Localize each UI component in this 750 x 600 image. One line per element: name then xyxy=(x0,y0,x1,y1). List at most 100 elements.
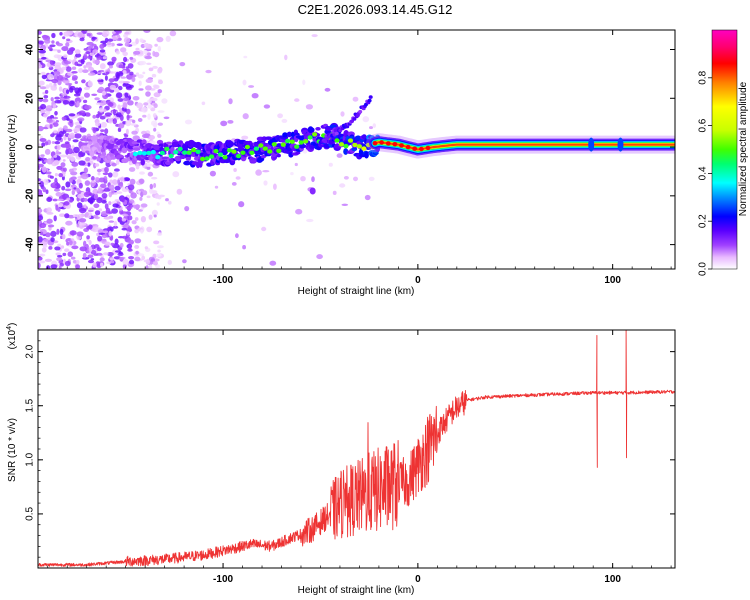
tone-peak xyxy=(399,143,404,148)
tone-band-layer xyxy=(373,141,675,151)
noise-speck xyxy=(108,117,113,124)
noise-speck xyxy=(44,148,51,155)
noise-speck xyxy=(70,256,76,260)
noise-speck xyxy=(80,58,85,65)
noise-speck xyxy=(38,125,44,132)
noise-speck xyxy=(110,188,115,195)
noise-speck xyxy=(46,62,51,67)
noise-speck xyxy=(51,78,59,84)
noise-speck xyxy=(67,156,72,159)
noise-speck xyxy=(163,116,170,120)
noise-speck xyxy=(311,34,318,38)
noise-speck xyxy=(60,162,66,168)
spectrogram-branch-track xyxy=(309,95,373,195)
noise-speck xyxy=(152,261,158,266)
noise-speck xyxy=(128,244,132,252)
noise-speck xyxy=(79,246,87,252)
colorbar-label: Normalized spectral amplitude xyxy=(738,81,749,216)
noise-speck xyxy=(305,104,313,110)
track-blob xyxy=(110,156,117,160)
noise-speck xyxy=(41,56,47,60)
noise-speck xyxy=(63,95,71,99)
noise-speck xyxy=(101,90,107,96)
noise-speck xyxy=(124,42,130,47)
snr-xlabel: Height of straight line (km) xyxy=(298,585,415,596)
noise-speck xyxy=(96,32,104,35)
noise-speck xyxy=(263,180,268,186)
track-peak xyxy=(338,142,345,147)
noise-speck xyxy=(102,230,109,233)
noise-speck xyxy=(42,244,48,248)
noise-speck xyxy=(86,112,91,117)
track-peak xyxy=(285,138,291,144)
noise-speck xyxy=(76,187,80,193)
noise-speck xyxy=(139,196,143,201)
track-blob xyxy=(121,147,128,154)
noise-speck xyxy=(86,41,94,46)
noise-speck xyxy=(115,159,120,165)
spectrogram-ytick-label: 20 xyxy=(25,92,36,104)
noise-speck xyxy=(57,54,61,59)
noise-speck xyxy=(38,215,44,221)
noise-speck xyxy=(118,64,124,69)
noise-speck xyxy=(343,176,349,180)
noise-speck xyxy=(52,48,59,52)
noise-speck xyxy=(108,78,115,83)
noise-speck xyxy=(316,254,323,260)
colorbar: 0.0 0.2 0.4 0.6 0.8 Normalized spectral ampl… xyxy=(698,29,749,276)
noise-speck xyxy=(125,66,130,69)
noise-speck xyxy=(53,159,60,166)
track-peak xyxy=(168,153,174,159)
noise-speck xyxy=(88,224,93,230)
track-peak xyxy=(209,154,215,159)
spectrogram-xtick-label: 0 xyxy=(415,275,421,286)
noise-speck xyxy=(43,113,48,118)
noise-speck xyxy=(39,109,46,114)
noise-speck xyxy=(70,156,76,162)
track-peak xyxy=(226,148,233,153)
noise-speck xyxy=(156,36,164,43)
noise-speck xyxy=(340,111,345,117)
noise-speck xyxy=(78,87,82,92)
tone-peak xyxy=(419,146,424,152)
noise-speck xyxy=(228,98,233,105)
noise-speck xyxy=(131,220,137,225)
noise-speck xyxy=(54,141,61,145)
noise-speck xyxy=(145,78,153,83)
track-blob xyxy=(286,131,292,138)
noise-speck xyxy=(97,172,101,176)
noise-speck xyxy=(116,43,123,46)
noise-speck xyxy=(105,71,110,75)
noise-speck xyxy=(111,201,118,205)
track-blob xyxy=(85,150,90,154)
tone-peak xyxy=(379,140,384,145)
branch-blob xyxy=(333,128,338,133)
noise-speck xyxy=(151,73,157,78)
noise-speck xyxy=(44,89,49,94)
noise-speck xyxy=(104,37,109,43)
noise-speck xyxy=(104,112,112,116)
noise-speck xyxy=(69,177,73,183)
noise-speck xyxy=(141,255,146,261)
noise-speck xyxy=(135,38,139,45)
track-blob xyxy=(257,151,265,156)
track-peak xyxy=(204,156,210,161)
noise-speck xyxy=(58,173,63,178)
noise-speck xyxy=(66,38,71,42)
noise-speck xyxy=(182,259,187,264)
noise-speck xyxy=(38,44,42,48)
snr-ylabel: SNR (10 * v/v) xyxy=(7,418,18,482)
noise-speck xyxy=(242,113,249,120)
noise-speck xyxy=(61,66,67,71)
noise-speck xyxy=(143,30,151,33)
noise-speck xyxy=(111,31,116,35)
noise-speck xyxy=(120,76,127,79)
noise-speck xyxy=(135,250,139,255)
noise-speck xyxy=(93,59,101,65)
track-peak xyxy=(150,149,156,155)
noise-speck xyxy=(231,182,237,186)
noise-speck xyxy=(105,207,111,214)
noise-speck xyxy=(352,96,359,102)
noise-speck xyxy=(65,66,72,72)
